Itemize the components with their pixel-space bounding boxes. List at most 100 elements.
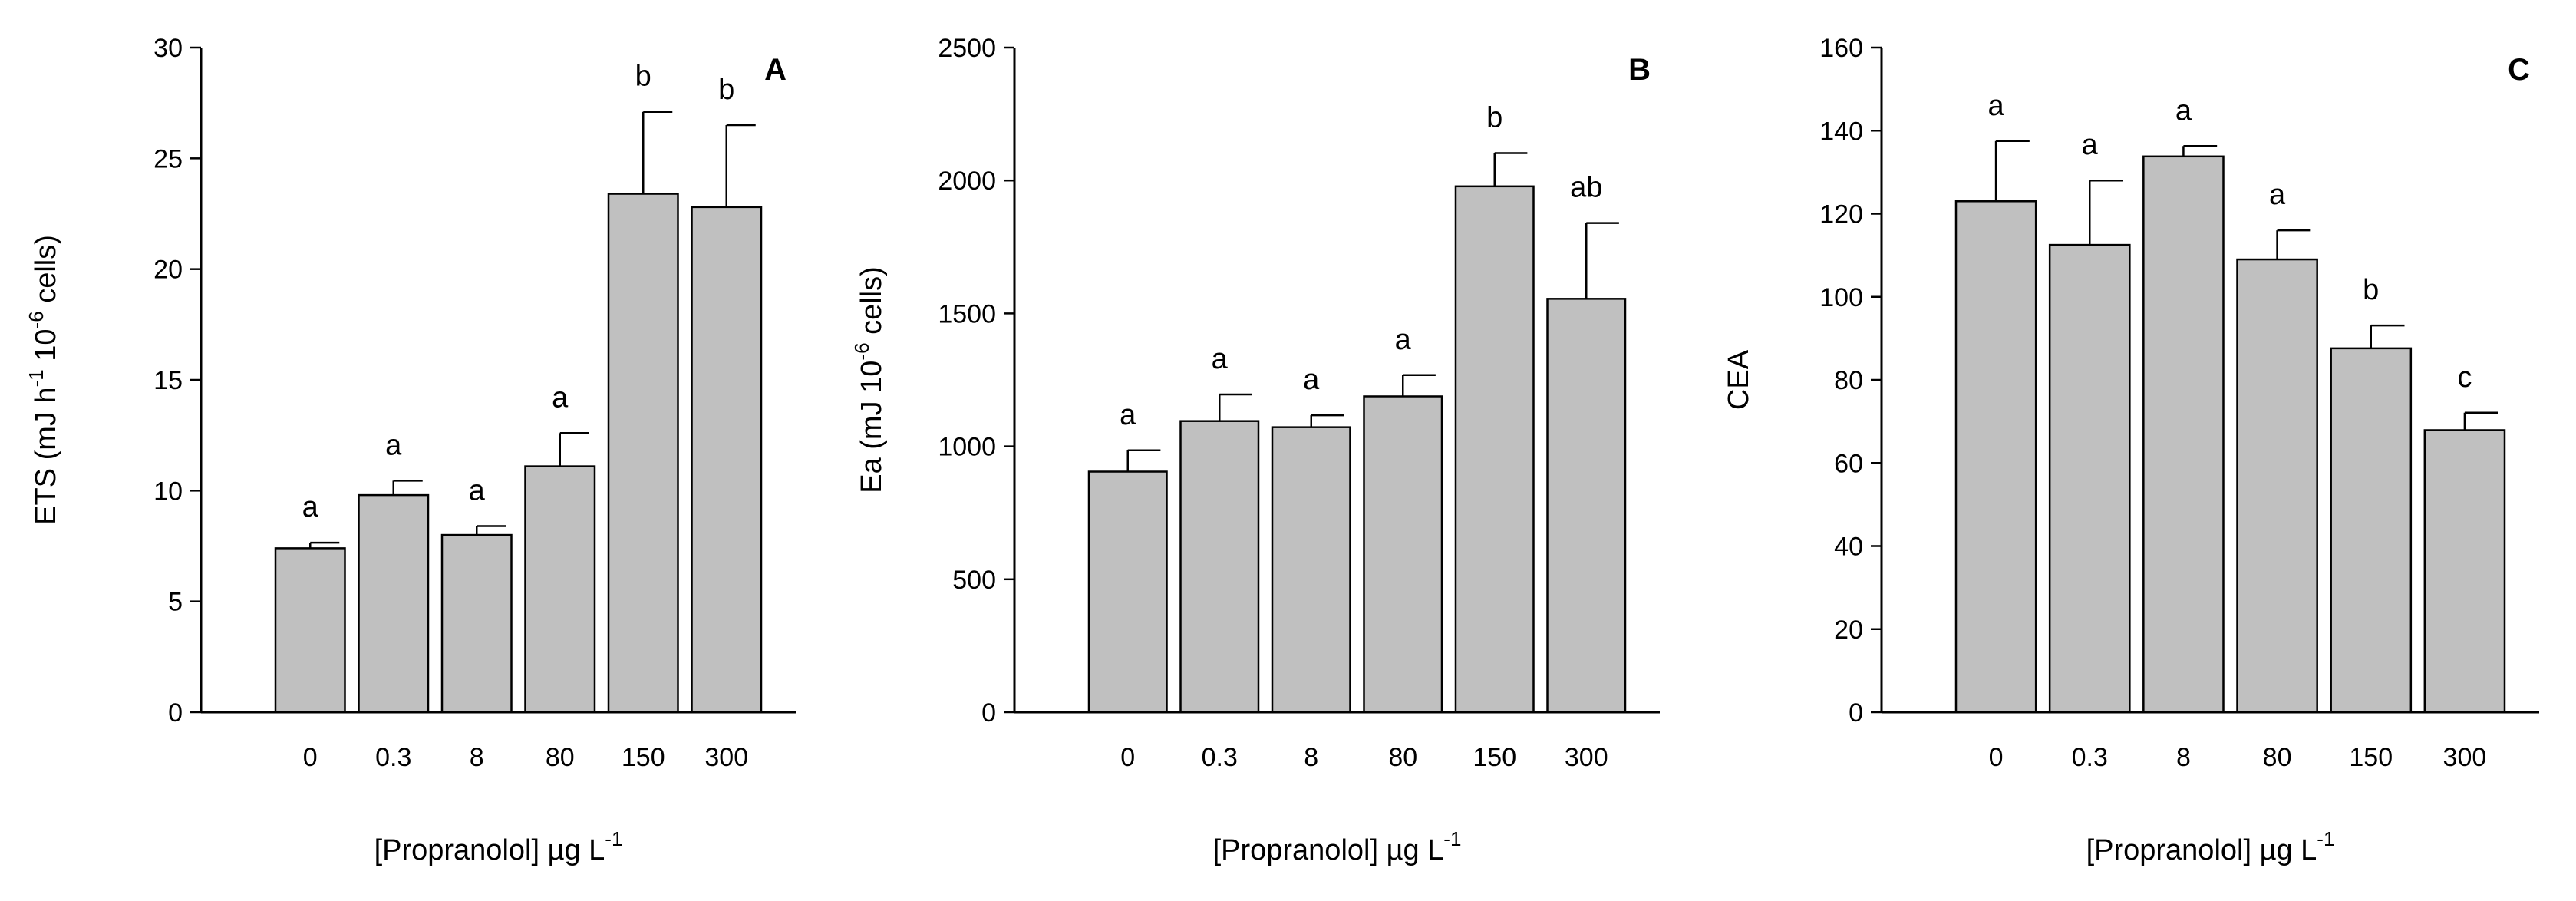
bar — [2048, 243, 2131, 714]
y-tick-label: 0 — [1849, 698, 1863, 728]
bar — [691, 206, 763, 714]
x-axis-label-text: [Propranolol] µg L — [374, 834, 605, 866]
y-axis-label: ETS (mJ h-1 10-6 cells) — [25, 235, 62, 525]
y-tick-label: 30 — [153, 34, 183, 63]
significance-letter: a — [385, 429, 402, 461]
bar — [1087, 470, 1168, 714]
bar — [2330, 347, 2413, 714]
x-tick-label: 80 — [546, 743, 575, 772]
bar — [440, 533, 513, 714]
panel-c: 0 20 40 60 80 100 120 140 160 a 0 a 0.3 a 8 a 80 b 150 c 300… — [1723, 34, 2539, 866]
significance-letter: a — [1303, 364, 1320, 396]
y-tick-label: 60 — [1834, 449, 1863, 478]
bar — [1363, 395, 1443, 714]
y-tick-label: 0 — [168, 698, 183, 728]
bar — [524, 465, 596, 714]
y-tick-label: 40 — [1834, 533, 1863, 562]
x-tick-label: 80 — [2263, 743, 2292, 772]
y-axis-label-superscript: -6 — [850, 342, 873, 360]
significance-letter: a — [1120, 399, 1136, 431]
x-tick-label: 8 — [2176, 743, 2191, 772]
y-axis-label-text: cells) — [30, 235, 62, 311]
y-tick-label: 100 — [1819, 283, 1863, 312]
bar — [1271, 426, 1351, 714]
panel-letter: C — [2508, 53, 2530, 87]
y-axis-label-text: CEA — [1723, 349, 1755, 410]
bar — [1179, 420, 1260, 714]
x-tick-label: 0.3 — [375, 743, 411, 772]
significance-letter: b — [1486, 102, 1502, 134]
y-tick-label: 15 — [153, 366, 183, 395]
x-tick-label: 300 — [704, 743, 748, 772]
y-tick-label: 500 — [952, 566, 996, 595]
significance-letter: a — [1212, 343, 1229, 375]
x-axis-label-text: [Propranolol] µg L — [2086, 834, 2317, 866]
bar — [607, 193, 679, 714]
y-tick-label: 80 — [1834, 366, 1863, 395]
panel-b: 0 500 1000 1500 2000 2500 a 0 a 0.3 a 8 a 80 b 150 ab 300… — [850, 34, 1660, 866]
y-tick-label: 120 — [1819, 200, 1863, 229]
x-tick-label: 8 — [1304, 743, 1318, 772]
y-axis-label-superscript: -1 — [25, 369, 48, 387]
x-tick-label: 0.3 — [2072, 743, 2108, 772]
significance-letter: b — [635, 61, 651, 93]
x-axis-label-superscript: -1 — [1443, 827, 1461, 850]
significance-letter: a — [2175, 94, 2192, 127]
x-tick-label: 150 — [2349, 743, 2393, 772]
x-tick-label: 0 — [1989, 743, 2004, 772]
bar — [358, 493, 430, 714]
x-tick-label: 0.3 — [1202, 743, 1238, 772]
bar — [2142, 155, 2225, 714]
y-tick-label: 20 — [1834, 616, 1863, 645]
y-tick-label: 5 — [168, 588, 183, 617]
significance-letter: a — [469, 475, 486, 507]
x-tick-label: 300 — [2443, 743, 2487, 772]
y-axis-label: CEA — [1723, 349, 1755, 410]
y-tick-label: 1000 — [938, 433, 996, 462]
x-axis-label-text: [Propranolol] µg L — [1213, 834, 1444, 866]
y-tick-label: 140 — [1819, 117, 1863, 146]
y-tick-label: 10 — [153, 477, 183, 506]
y-axis-label-text: 10 — [30, 328, 62, 369]
y-tick-label: 160 — [1819, 34, 1863, 63]
y-tick-label: 2500 — [938, 34, 996, 63]
x-tick-label: 150 — [622, 743, 665, 772]
x-axis-label: [Propranolol] µg L-1 — [1213, 827, 1462, 866]
bar — [1454, 185, 1535, 714]
significance-letter: ab — [1570, 172, 1602, 204]
y-tick-label: 0 — [981, 698, 996, 728]
significance-letter: a — [302, 491, 319, 523]
bar — [1954, 200, 2037, 714]
bar — [2423, 429, 2506, 714]
x-tick-label: 300 — [1565, 743, 1608, 772]
y-axis-label-text: Ea (mJ 10 — [856, 361, 888, 493]
y-tick-label: 1500 — [938, 299, 996, 328]
y-tick-label: 25 — [153, 144, 183, 173]
bar — [2236, 258, 2318, 714]
x-tick-label: 80 — [1388, 743, 1417, 772]
x-axis-label-superscript: -1 — [2317, 827, 2334, 850]
panel-letter: B — [1628, 53, 1651, 87]
x-tick-label: 8 — [470, 743, 484, 772]
y-axis-label-text: ETS (mJ h — [30, 387, 62, 524]
significance-letter: b — [2363, 274, 2379, 306]
significance-letter: a — [1988, 90, 2005, 122]
significance-letter: c — [2457, 361, 2472, 394]
significance-letter: a — [1395, 324, 1412, 356]
x-tick-label: 0 — [303, 743, 318, 772]
bar — [1546, 298, 1627, 714]
bar — [274, 547, 346, 714]
panel-letter: A — [764, 53, 787, 87]
x-axis-label: [Propranolol] µg L-1 — [2086, 827, 2335, 866]
significance-letter: a — [2269, 179, 2286, 211]
x-axis-label-superscript: -1 — [605, 827, 622, 850]
significance-letter: a — [552, 381, 569, 414]
y-axis-label: Ea (mJ 10-6 cells) — [850, 266, 888, 493]
significance-letter: b — [718, 74, 734, 106]
x-axis-label: [Propranolol] µg L-1 — [374, 827, 623, 866]
y-axis-label-text: cells) — [856, 266, 888, 342]
x-tick-label: 0 — [1120, 743, 1135, 772]
y-tick-label: 2000 — [938, 167, 996, 196]
y-axis-label-superscript: -6 — [25, 311, 48, 328]
